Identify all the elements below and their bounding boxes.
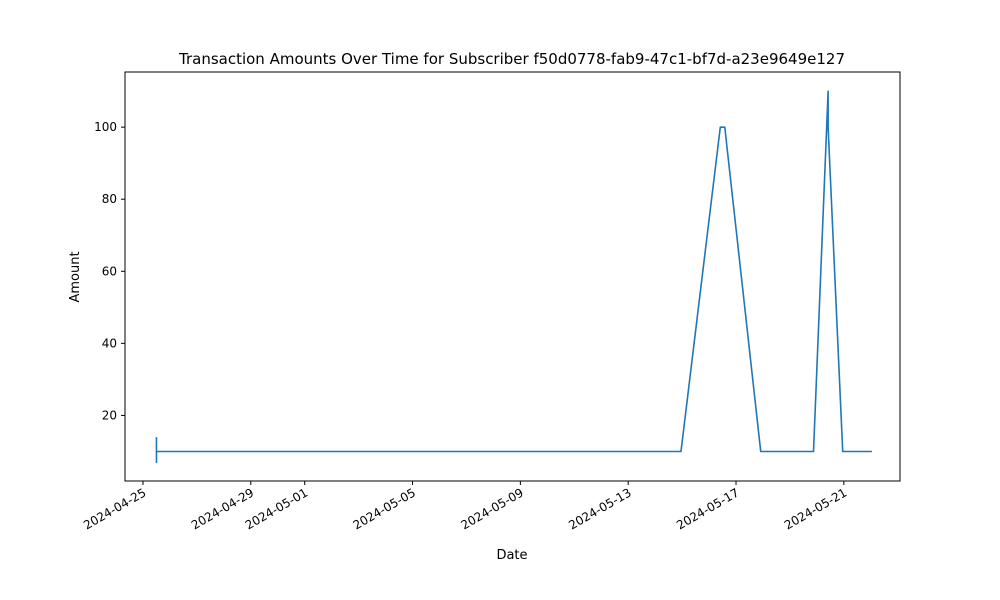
plot-area — [155, 90, 872, 464]
x-tick-label: 2024-05-05 — [351, 485, 418, 532]
x-axis-label: Date — [496, 548, 527, 563]
x-tick-label: 2024-05-13 — [566, 485, 633, 532]
y-tick-label: 80 — [102, 192, 117, 206]
plot-frame — [124, 71, 901, 482]
y-tick-label: 100 — [94, 120, 117, 134]
y-axis-label: Amount — [68, 251, 83, 302]
y-tick-label: 20 — [102, 408, 117, 422]
x-tick-label: 2024-05-17 — [674, 485, 741, 532]
x-tick-label: 2024-04-25 — [81, 485, 148, 532]
y-tick-label: 40 — [102, 336, 117, 350]
y-axis: 20 40 60 80 100 — [94, 120, 125, 422]
series-line-1 — [155, 90, 872, 464]
chart-title: Transaction Amounts Over Time for Subscr… — [178, 50, 845, 68]
y-tick-label: 60 — [102, 264, 117, 278]
x-tick-label: 2024-05-09 — [458, 485, 525, 532]
x-tick-label: 2024-05-21 — [782, 485, 849, 532]
